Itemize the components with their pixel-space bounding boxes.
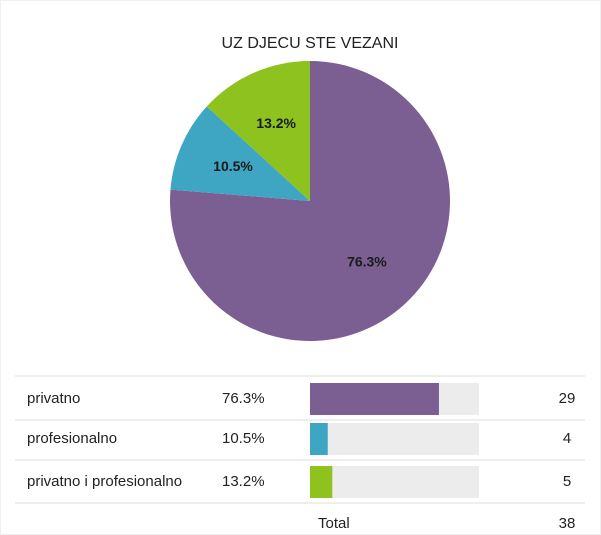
pie-label: 76.3%	[347, 253, 387, 269]
bar	[310, 423, 328, 455]
chart-title: UZ DJECU STE VEZANI	[222, 35, 399, 52]
row-count: 4	[563, 430, 571, 447]
pie-label: 10.5%	[213, 158, 253, 174]
row-percent: 10.5%	[222, 430, 265, 447]
bar	[310, 383, 439, 415]
total-value: 38	[559, 515, 576, 532]
row-percent: 13.2%	[222, 473, 265, 490]
row-name: privatno	[27, 390, 80, 407]
row-count: 5	[563, 473, 571, 490]
pie-slice	[206, 60, 310, 201]
total-label: Total	[318, 515, 350, 532]
pie-label: 13.2%	[256, 115, 296, 131]
row-percent: 76.3%	[222, 390, 265, 407]
bar-track	[310, 423, 479, 455]
bar	[310, 466, 333, 498]
row-name: privatno i profesionalno	[27, 473, 182, 490]
row-name: profesionalno	[27, 430, 117, 447]
pie-slice	[170, 106, 310, 201]
bar-track	[310, 466, 479, 498]
row-count: 29	[559, 390, 576, 407]
